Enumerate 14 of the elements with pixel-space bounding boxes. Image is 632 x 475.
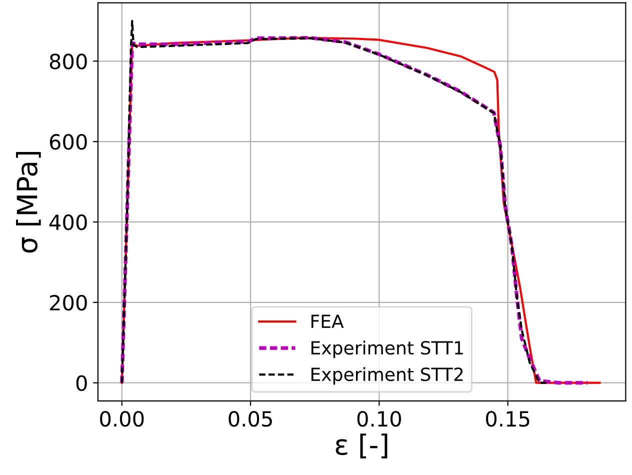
legend-label: Experiment STT1 — [311, 340, 463, 358]
legend-label: Experiment STT2 — [311, 367, 463, 385]
y-tick-label: 400 — [49, 214, 87, 230]
x-tick-label: 0.15 — [486, 410, 530, 427]
y-tick-label: 0 — [76, 375, 87, 392]
y-tick-label: 200 — [50, 294, 87, 311]
x-tick-label: 0.05 — [228, 410, 272, 427]
y-tick-label: 600 — [50, 134, 87, 150]
x-axis-title: ε [-] — [336, 434, 388, 458]
y-axis-title: σ [MPa] — [16, 152, 41, 253]
y-tick-label: 800 — [50, 54, 87, 70]
legend-label: FEA — [311, 314, 344, 328]
x-tick-label: 0.10 — [357, 410, 401, 427]
x-tick-label: 0.00 — [100, 410, 144, 427]
